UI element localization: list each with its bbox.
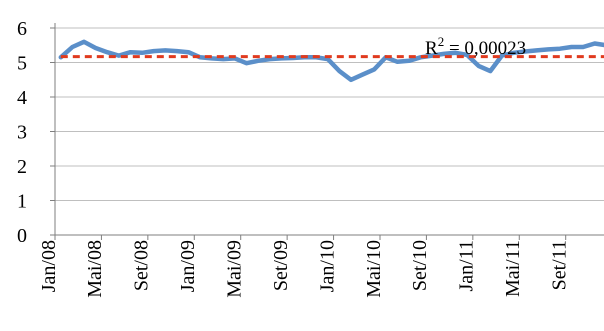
series-line-0 <box>58 39 604 83</box>
y-tick-label-0: 0 <box>17 225 27 247</box>
x-tick-label-Jan/08: Jan/08 <box>38 240 60 292</box>
data-point-Jul/10 <box>408 59 410 62</box>
r-squared-annotation: R2 = 0,00023 <box>425 34 526 59</box>
y-tick-label-4: 4 <box>17 87 27 109</box>
r-squared-base: R <box>425 38 438 59</box>
data-point-Mar/11 <box>501 54 503 57</box>
data-point-Jun/09 <box>257 59 259 62</box>
data-point-Mai/08 <box>106 51 109 53</box>
x-axis-ticks: Jan/08 Mai/08 Set/08 Jan/09 Mai/09 Set/09 Jan/… <box>38 235 571 298</box>
x-tick-label-Set/11: Set/11 <box>549 240 571 290</box>
data-point-Out/10 <box>443 53 445 55</box>
data-point-Dez/10 <box>466 54 468 56</box>
data-point-Mai/09 <box>245 62 248 64</box>
x-tick-label-Jan/11: Jan/11 <box>456 240 478 291</box>
data-point-Dez/09 <box>326 58 329 60</box>
y-tick-label-3: 3 <box>17 122 27 144</box>
y-tick-label-5: 5 <box>17 53 27 75</box>
data-point-Abr/10 <box>373 68 375 71</box>
x-tick-label-Jan/09: Jan/09 <box>177 240 199 292</box>
data-point-Jan/11 <box>477 65 480 67</box>
x-tick-label-Jan/10: Jan/10 <box>316 240 338 292</box>
data-point-Mai/11 <box>524 50 526 53</box>
data-point-Jan/10 <box>338 70 341 72</box>
r-squared-superscript: 2 <box>438 34 445 49</box>
y-axis-ticks: 0 1 2 3 4 5 6 <box>17 18 55 247</box>
data-point-Jun/11 <box>535 49 538 52</box>
axes <box>54 23 604 236</box>
y-tick-label-2: 2 <box>17 156 27 178</box>
r-squared-value: = 0,00023 <box>444 38 526 59</box>
y-tick-label-1: 1 <box>17 191 27 213</box>
data-point-Nov/10 <box>454 52 457 54</box>
data-point-Fev/08 <box>71 46 74 48</box>
x-tick-label-Mai/11: Mai/11 <box>502 240 524 297</box>
data-point-Mar/08 <box>83 41 85 43</box>
x-tick-label-Set/09: Set/09 <box>270 240 292 291</box>
data-point-Jun/10 <box>396 61 399 63</box>
y-tick-label-6: 6 <box>17 18 27 40</box>
data-point-Jun/08 <box>118 54 120 57</box>
data-point-Out/08 <box>164 49 167 52</box>
data-point-Set/11 <box>570 46 573 48</box>
x-tick-label-Mai/08: Mai/08 <box>84 240 106 298</box>
data-point-Mar/09 <box>222 58 225 60</box>
data-point-Out/11 <box>582 46 584 48</box>
x-tick-label-Set/08: Set/08 <box>131 240 153 291</box>
data-point-Mar/10 <box>361 73 364 76</box>
data-point-Nov/08 <box>176 50 178 52</box>
x-tick-label-Mai/10: Mai/10 <box>363 240 385 298</box>
data-point-Ago/08 <box>141 52 143 54</box>
data-point-Nov/11 <box>593 42 596 45</box>
data-point-Abr/11 <box>512 52 515 54</box>
data-point-Set/08 <box>152 50 155 52</box>
data-point-Fev/11 <box>489 70 492 72</box>
data-point-Abr/08 <box>94 47 97 49</box>
x-tick-label-Set/10: Set/10 <box>409 240 431 291</box>
data-point-Fev/10 <box>350 78 352 81</box>
data-point-Dez/08 <box>187 51 190 53</box>
x-tick-label-Mai/09: Mai/09 <box>224 240 246 298</box>
data-point-Jul/08 <box>129 51 132 53</box>
data-point-Jul/11 <box>547 48 550 51</box>
data-point-Set/10 <box>431 54 434 57</box>
data-point-Jul/09 <box>268 58 271 60</box>
data-point-Ago/11 <box>559 47 561 50</box>
